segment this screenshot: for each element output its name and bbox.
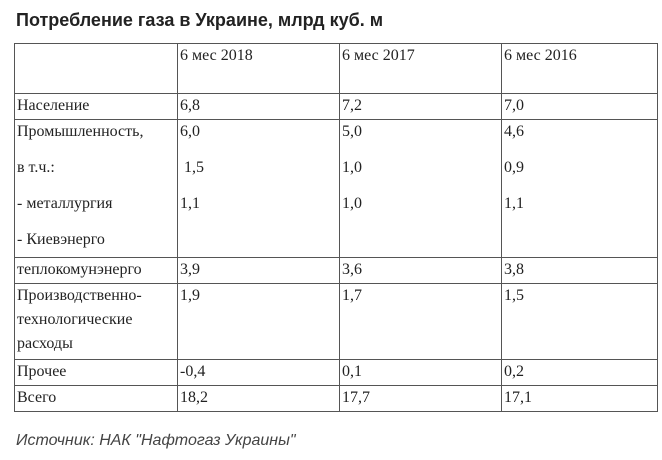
- table-cell: -0,4: [177, 359, 340, 386]
- row-label: Всего: [14, 385, 178, 412]
- row-label: Прочее: [14, 359, 178, 386]
- table-row-total: Всего 18,2 17,7 17,1: [14, 385, 658, 412]
- table-row: Прочее -0,4 0,1 0,2: [14, 359, 658, 386]
- table-row: Производственно- технологические расходы…: [14, 283, 658, 360]
- table-cell: 1,9: [177, 283, 340, 360]
- table-cell: 4,6 0,9 1,1: [501, 119, 658, 258]
- table-cell: 3,6: [339, 257, 502, 284]
- table-cell: 17,1: [501, 385, 658, 412]
- table-cell: 7,2: [339, 93, 502, 120]
- row-label: Промышленность, в т.ч.: - металлургия - …: [14, 119, 178, 258]
- header-cell: 6 мес 2018: [177, 43, 340, 94]
- table-cell: 6,0 1,5 1,1: [177, 119, 340, 258]
- table-cell: 5,0 1,0 1,0: [339, 119, 502, 258]
- table-row: Промышленность, в т.ч.: - металлургия - …: [14, 119, 658, 258]
- table-cell: 3,8: [501, 257, 658, 284]
- gas-consumption-table: 6 мес 2018 6 мес 2017 6 мес 2016 Населен…: [14, 43, 658, 412]
- table-cell: 7,0: [501, 93, 658, 120]
- table-cell: 0,2: [501, 359, 658, 386]
- row-label: Производственно- технологические расходы: [14, 283, 178, 360]
- table-row: Население 6,8 7,2 7,0: [14, 93, 658, 120]
- header-cell: 6 мес 2017: [339, 43, 502, 94]
- table-cell: 0,1: [339, 359, 502, 386]
- table-cell: 1,7: [339, 283, 502, 360]
- table-title: Потребление газа в Украине, млрд куб. м: [16, 10, 384, 30]
- table-row: теплокомунэнерго 3,9 3,6 3,8: [14, 257, 658, 284]
- table-cell: 18,2: [177, 385, 340, 412]
- table-header-row: 6 мес 2018 6 мес 2017 6 мес 2016: [14, 43, 658, 94]
- row-label: Население: [14, 93, 178, 120]
- table-cell: 1,5: [501, 283, 658, 360]
- source-note: Источник: НАК "Нафтогаз Украины": [16, 432, 296, 449]
- header-cell-empty: [14, 43, 178, 94]
- row-label: теплокомунэнерго: [14, 257, 178, 284]
- table-cell: 17,7: [339, 385, 502, 412]
- header-cell: 6 мес 2016: [501, 43, 658, 94]
- table-cell: 3,9: [177, 257, 340, 284]
- table-cell: 6,8: [177, 93, 340, 120]
